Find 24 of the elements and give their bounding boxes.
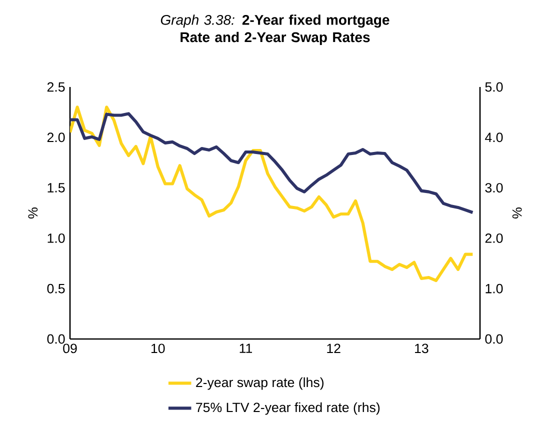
y2-tick-label: 2.0 bbox=[485, 233, 503, 243]
y-tick-label: 0.0 bbox=[47, 334, 65, 344]
y2-tick-label: 4.0 bbox=[485, 132, 503, 142]
y-tick-label: 2.0 bbox=[47, 132, 65, 142]
y-axis-title: % bbox=[28, 208, 38, 218]
y2-tick-label: 1.0 bbox=[486, 284, 503, 294]
legend-label: 2-year swap rate (lhs) bbox=[196, 377, 324, 390]
x-tick-label: 13 bbox=[415, 344, 428, 354]
y-tick-label: 1.5 bbox=[48, 183, 65, 192]
y-tick-label: 0.5 bbox=[47, 284, 65, 294]
y-tick-label: 1.0 bbox=[48, 233, 65, 243]
y2-tick-label: 5.0 bbox=[485, 82, 503, 92]
line-series bbox=[70, 106, 474, 282]
y2-axis-title: % bbox=[512, 208, 522, 218]
y2-tick-label: 3.0 bbox=[485, 183, 503, 193]
x-tick-label: 10 bbox=[151, 344, 165, 354]
chart-title: Graph 3.38: 2-Year fixed mortgage Rate and 2-Year Swap Rates bbox=[160, 14, 390, 45]
line-series bbox=[70, 112, 474, 214]
y2-tick-label: 0.0 bbox=[485, 334, 503, 344]
x-tick-label: 12 bbox=[327, 344, 340, 354]
x-tick-label: 09 bbox=[63, 344, 77, 354]
legend-label: 75% LTV 2-year fixed rate (rhs) bbox=[196, 402, 380, 415]
x-tick-label: 11 bbox=[240, 344, 252, 353]
y-tick-label: 2.5 bbox=[47, 82, 65, 92]
